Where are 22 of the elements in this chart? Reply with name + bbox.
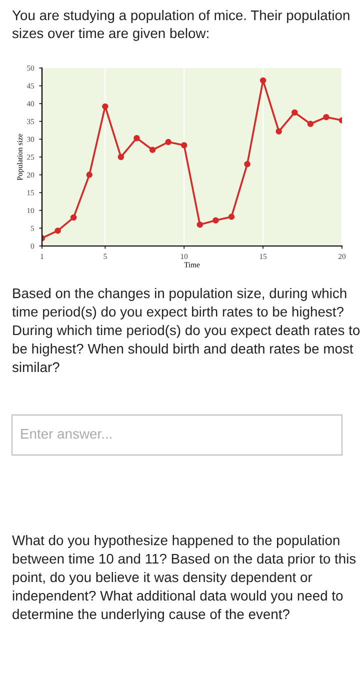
point: [180, 142, 188, 148]
text: What do you hypothesize happened to the population between time 10 and 11? Based on the data prior to this point, do you believe it was density dependent or independent? What additional data would you need to determine the underlying cause of the event?: [12, 535, 356, 622]
point: [70, 214, 77, 221]
point: [260, 77, 266, 84]
point: [244, 160, 250, 168]
point: [292, 109, 298, 116]
point: [196, 222, 204, 228]
point: [149, 146, 156, 154]
point: [228, 214, 235, 220]
point: [134, 135, 140, 142]
point: [307, 120, 314, 128]
point: [212, 217, 219, 224]
text: Based on the changes in population size, during which time period(s) do you expect birth rates to be highest? During which time period(s) do you expect death rates to be highest? When should birth and death rates be most similar?: [12, 288, 360, 372]
point: [276, 128, 282, 134]
point: [323, 114, 330, 120]
chart-title: You are studying a population of mice. Their population sizes over time are given below:: [12, 10, 350, 41]
point: [54, 228, 61, 234]
point: [102, 103, 108, 110]
point: [165, 138, 172, 146]
text: Enter answer...: [21, 429, 112, 439]
point: [86, 172, 92, 178]
point: [118, 154, 124, 160]
